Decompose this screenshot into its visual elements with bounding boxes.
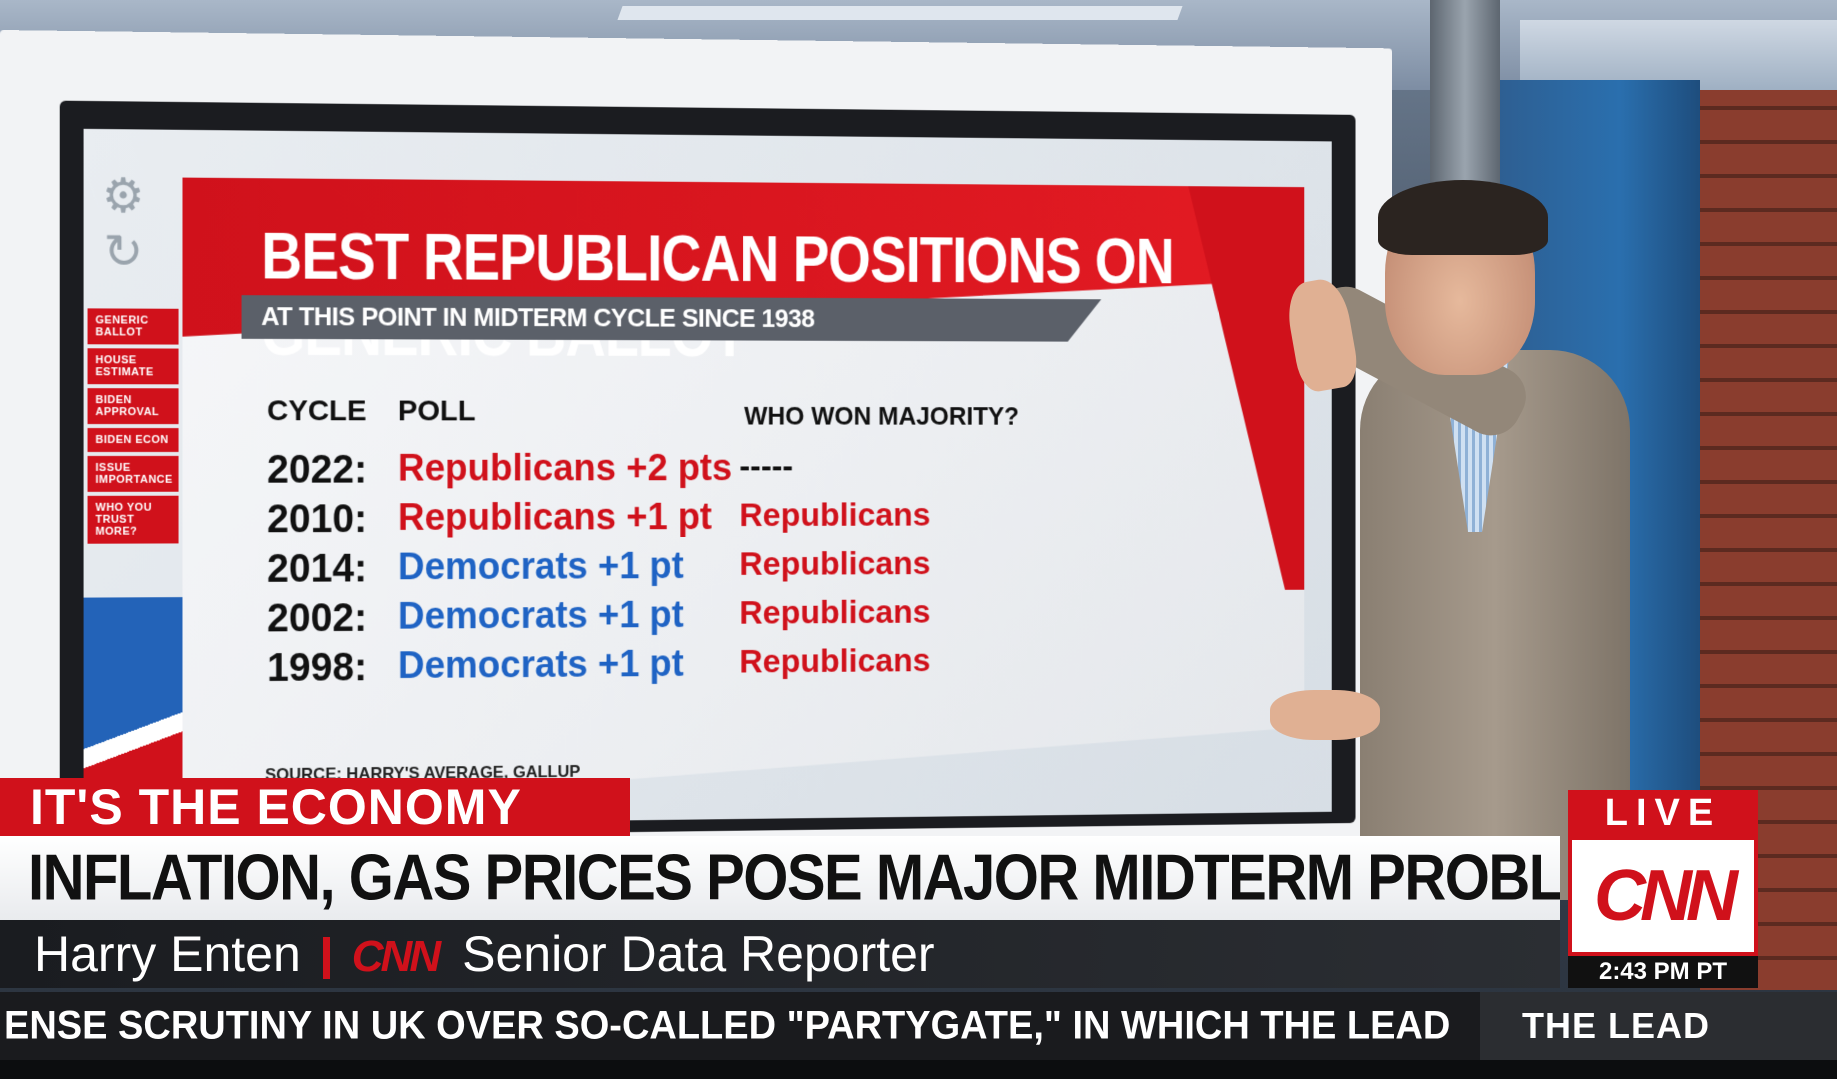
- row-poll: Republicans +1 pt: [397, 496, 712, 539]
- nameplate-separator: [322, 936, 330, 979]
- gear-icon[interactable]: ⚙: [101, 169, 145, 224]
- presenter-hand-low: [1270, 690, 1380, 740]
- lower-third-headline: INFLATION, GAS PRICES POSE MAJOR MIDTERM…: [0, 836, 1560, 920]
- reporter-name: Harry Enten: [34, 926, 301, 982]
- monitor-screen: ⚙ ↻ GENERIC BALLOT HOUSE ESTIMATE BIDEN …: [83, 128, 1332, 827]
- side-menu-item-issue-importance[interactable]: ISSUE IMPORTANCE: [87, 455, 179, 492]
- presenter-hair: [1378, 180, 1548, 255]
- row-year: 2022:: [267, 447, 368, 492]
- side-controls: ⚙ ↻: [93, 169, 152, 281]
- table-row: 1998: Democrats +1 pt Republicans: [182, 640, 1304, 699]
- row-year: 1998:: [267, 645, 368, 690]
- live-badge: LIVE: [1568, 790, 1758, 836]
- presenter: [1270, 180, 1630, 900]
- headline-text: INFLATION, GAS PRICES POSE MAJOR MIDTERM…: [28, 841, 1560, 914]
- reporter-role: Senior Data Reporter: [462, 926, 935, 982]
- table-row: 2022: Republicans +2 pts -----: [182, 448, 1304, 500]
- row-poll: Democrats +1 pt: [397, 594, 684, 638]
- graphic-subtitle: AT THIS POINT IN MIDTERM CYCLE SINCE 193…: [261, 301, 815, 333]
- column-header-who-won: WHO WON MAJORITY?: [744, 401, 1020, 431]
- clock: 2:43 PM PT: [1568, 956, 1758, 988]
- column-header-poll: POLL: [397, 394, 476, 428]
- row-year: 2010:: [267, 497, 368, 542]
- ticker-text: ENSE SCRUTINY IN UK OVER SO-CALLED "PART…: [4, 1003, 1451, 1049]
- row-poll: Democrats +1 pt: [397, 545, 684, 589]
- lower-third-nameplate: Harry Enten CNN Senior Data Reporter: [0, 920, 1560, 988]
- table-row: 2014: Democrats +1 pt Republicans: [182, 544, 1304, 599]
- row-winner: -----: [739, 447, 794, 486]
- cnn-logo-small: CNN: [351, 932, 441, 981]
- ceiling-light-bar: [617, 6, 1183, 20]
- bottom-strip: [0, 1060, 1837, 1079]
- cnn-logo: CNN: [1568, 836, 1758, 956]
- row-year: 2002:: [267, 596, 368, 641]
- refresh-icon[interactable]: ↻: [103, 225, 144, 279]
- row-poll: Republicans +2 pts: [397, 447, 733, 490]
- row-winner: Republicans: [739, 544, 931, 583]
- side-menu-item-generic-ballot[interactable]: GENERIC BALLOT: [87, 308, 179, 345]
- side-menu-item-house-estimate[interactable]: HOUSE ESTIMATE: [87, 348, 179, 385]
- lower-third-tag: IT'S THE ECONOMY: [0, 778, 630, 836]
- graphic-title: BEST REPUBLICAN POSITIONS ON GENERIC BAL…: [261, 219, 1174, 298]
- row-winner: Republicans: [739, 641, 931, 681]
- row-winner: Republicans: [739, 496, 931, 534]
- news-ticker: ENSE SCRUTINY IN UK OVER SO-CALLED "PART…: [0, 992, 1837, 1060]
- side-menu-item-biden-econ[interactable]: BIDEN ECON: [87, 428, 179, 452]
- graphic-card: BEST REPUBLICAN POSITIONS ON GENERIC BAL…: [182, 178, 1304, 814]
- table-row: 2010: Republicans +1 pt Republicans: [182, 496, 1304, 550]
- ticker-show-name: THE LEAD: [1480, 992, 1837, 1060]
- row-poll: Democrats +1 pt: [397, 643, 684, 687]
- side-menu-item-biden-approval[interactable]: BIDEN APPROVAL: [87, 388, 179, 425]
- ceiling-panel: [1520, 20, 1837, 90]
- row-winner: Republicans: [739, 593, 931, 632]
- side-menu: GENERIC BALLOT HOUSE ESTIMATE BIDEN APPR…: [87, 308, 179, 547]
- side-menu-item-who-you-trust[interactable]: WHO YOU TRUST MORE?: [87, 495, 179, 544]
- column-header-cycle: CYCLE: [267, 394, 367, 428]
- touchscreen-monitor: ⚙ ↻ GENERIC BALLOT HOUSE ESTIMATE BIDEN …: [0, 30, 1393, 860]
- row-year: 2014:: [267, 546, 368, 591]
